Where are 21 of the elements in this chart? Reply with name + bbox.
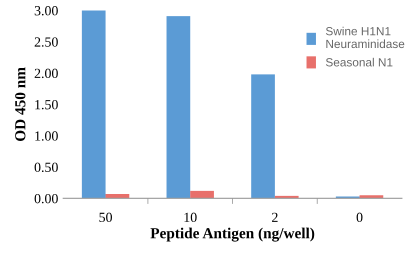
bar [190, 190, 214, 198]
y-tick-label: 0.50 [34, 162, 58, 172]
bar [106, 194, 130, 198]
y-tick-label: 3.00 [34, 6, 58, 16]
y-axis-title: OD 450 nm [15, 67, 26, 141]
bar [166, 16, 190, 198]
y-tick-label: 1.50 [35, 100, 58, 110]
bar [82, 10, 106, 198]
y-tick-label: 2.00 [34, 68, 58, 78]
y-tick-label: 2.50 [34, 37, 58, 47]
legend-label: Seasonal N1 [326, 58, 392, 66]
bar [251, 74, 275, 198]
x-tick-label: 50 [99, 212, 112, 222]
x-tick-label: 10 [184, 212, 197, 222]
x-tick-label: 2 [272, 212, 278, 222]
bar [360, 195, 384, 198]
x-tick-label: 0 [356, 212, 362, 222]
y-tick-label: 1.00 [35, 131, 58, 141]
y-tick-label: 0.00 [34, 194, 58, 204]
x-axis-title: Peptide Antigen (ng/well) [150, 228, 314, 242]
legend-label: Swine H1N1 Neuraminidase [326, 26, 404, 48]
